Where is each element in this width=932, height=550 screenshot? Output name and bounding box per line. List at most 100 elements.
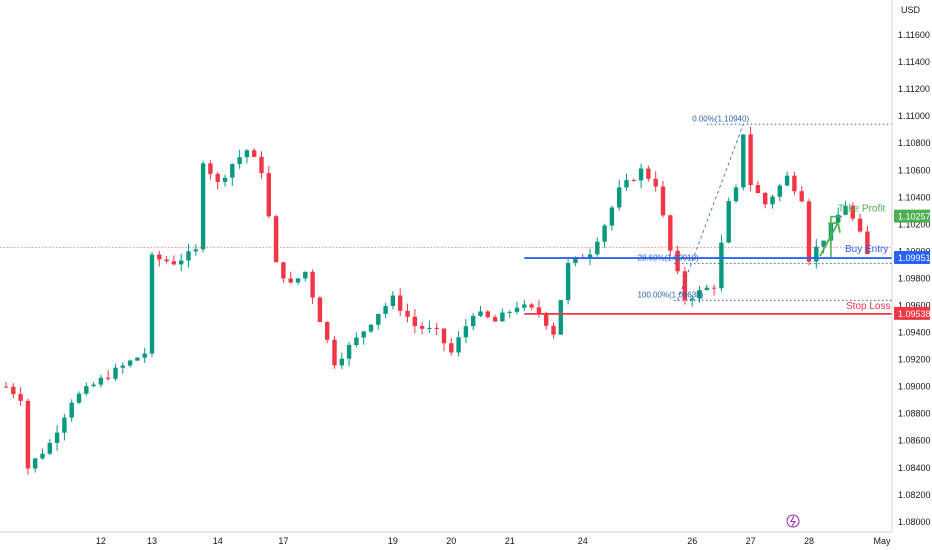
candle-body [303, 271, 308, 279]
candle [208, 160, 213, 180]
currency-label: USD [901, 5, 921, 15]
candle [310, 269, 315, 305]
candle-body [244, 150, 250, 158]
candle-body [127, 360, 133, 366]
candle-body [857, 218, 863, 232]
price-tick-label: 1.10800 [898, 138, 931, 148]
candle [865, 225, 870, 255]
candle [273, 214, 279, 263]
candle-body [609, 207, 615, 226]
fib-trend-line [677, 124, 744, 301]
candle-body [91, 384, 96, 387]
candle-body [624, 180, 629, 188]
candle-body [281, 262, 286, 279]
candle [47, 438, 52, 456]
candle [456, 330, 461, 357]
take-profit-tag: 1.10257 [894, 209, 931, 223]
candle-body [711, 287, 717, 289]
candle-body [171, 261, 177, 265]
candle [120, 362, 125, 374]
candle [595, 237, 600, 257]
candle-body [376, 313, 381, 325]
candle [361, 330, 366, 345]
candle-body [682, 271, 688, 301]
candle [62, 414, 67, 441]
candle-body [507, 311, 512, 313]
candle-body [179, 260, 184, 265]
candle [449, 337, 454, 356]
candle-body [463, 326, 469, 338]
candle [668, 214, 673, 257]
candle [332, 335, 337, 369]
candle-body [565, 263, 571, 301]
candle [558, 299, 563, 336]
buy-entry-tag-text: 1.09951 [898, 253, 931, 263]
candle [463, 319, 469, 344]
time-tick-label: 13 [147, 536, 157, 546]
candle [106, 370, 111, 381]
candle-body [726, 201, 731, 243]
price-tick-label: 1.10600 [898, 165, 931, 175]
price-tick-label: 1.10200 [898, 219, 931, 229]
candle [857, 213, 863, 233]
candle [500, 308, 505, 322]
candle [325, 321, 330, 343]
candle-body [120, 365, 125, 368]
candle-body [850, 205, 855, 219]
candle [412, 308, 417, 334]
price-tick-label: 1.09400 [898, 328, 931, 338]
price-tick-label: 1.09800 [898, 273, 931, 283]
price-tick-label: 1.11400 [898, 57, 930, 67]
candle [18, 387, 23, 406]
candle [434, 322, 439, 336]
candle [660, 180, 666, 218]
candle [814, 238, 819, 269]
candle-body [288, 278, 293, 283]
candle-body [595, 241, 600, 255]
candle [84, 382, 89, 396]
time-tick-label: 28 [804, 536, 814, 546]
candle-body [368, 324, 374, 332]
candle-body [208, 163, 213, 174]
candle [733, 184, 739, 204]
price-tick-label: 1.09200 [898, 355, 931, 365]
candle-body [164, 259, 169, 262]
candle-body [865, 231, 870, 254]
candle-body [222, 177, 228, 182]
stop-loss-label: Stop Loss [846, 301, 890, 312]
candle [624, 173, 629, 191]
candle-body [733, 187, 739, 202]
candle-body [602, 225, 607, 242]
candle [266, 166, 271, 219]
candle [171, 255, 177, 266]
candle-body [200, 163, 206, 250]
candle-body [354, 337, 359, 346]
candle [682, 266, 688, 305]
candle-body [84, 386, 89, 394]
price-tick-label: 1.09600 [898, 301, 931, 311]
time-tick-label: 21 [505, 536, 515, 546]
buy-entry-label: Buy Entry [845, 244, 888, 255]
lightning-icon [786, 514, 800, 528]
candle [113, 363, 118, 381]
take-profit-tag-text: 1.10257 [898, 212, 931, 222]
take-profit-tag-bg [894, 209, 930, 223]
candle [587, 248, 593, 266]
candle-body [113, 367, 118, 379]
candle [281, 262, 286, 283]
candle-body [675, 250, 680, 272]
candle [339, 352, 344, 370]
candle-body [310, 271, 315, 298]
candle-body [763, 192, 768, 205]
candle [11, 383, 16, 399]
candle-body [617, 187, 622, 208]
candle [565, 259, 571, 305]
candle-body [799, 191, 804, 202]
candle-body [237, 157, 242, 165]
candle [135, 357, 140, 361]
candle [354, 332, 359, 348]
candle-body [770, 196, 775, 205]
candle [514, 301, 520, 315]
